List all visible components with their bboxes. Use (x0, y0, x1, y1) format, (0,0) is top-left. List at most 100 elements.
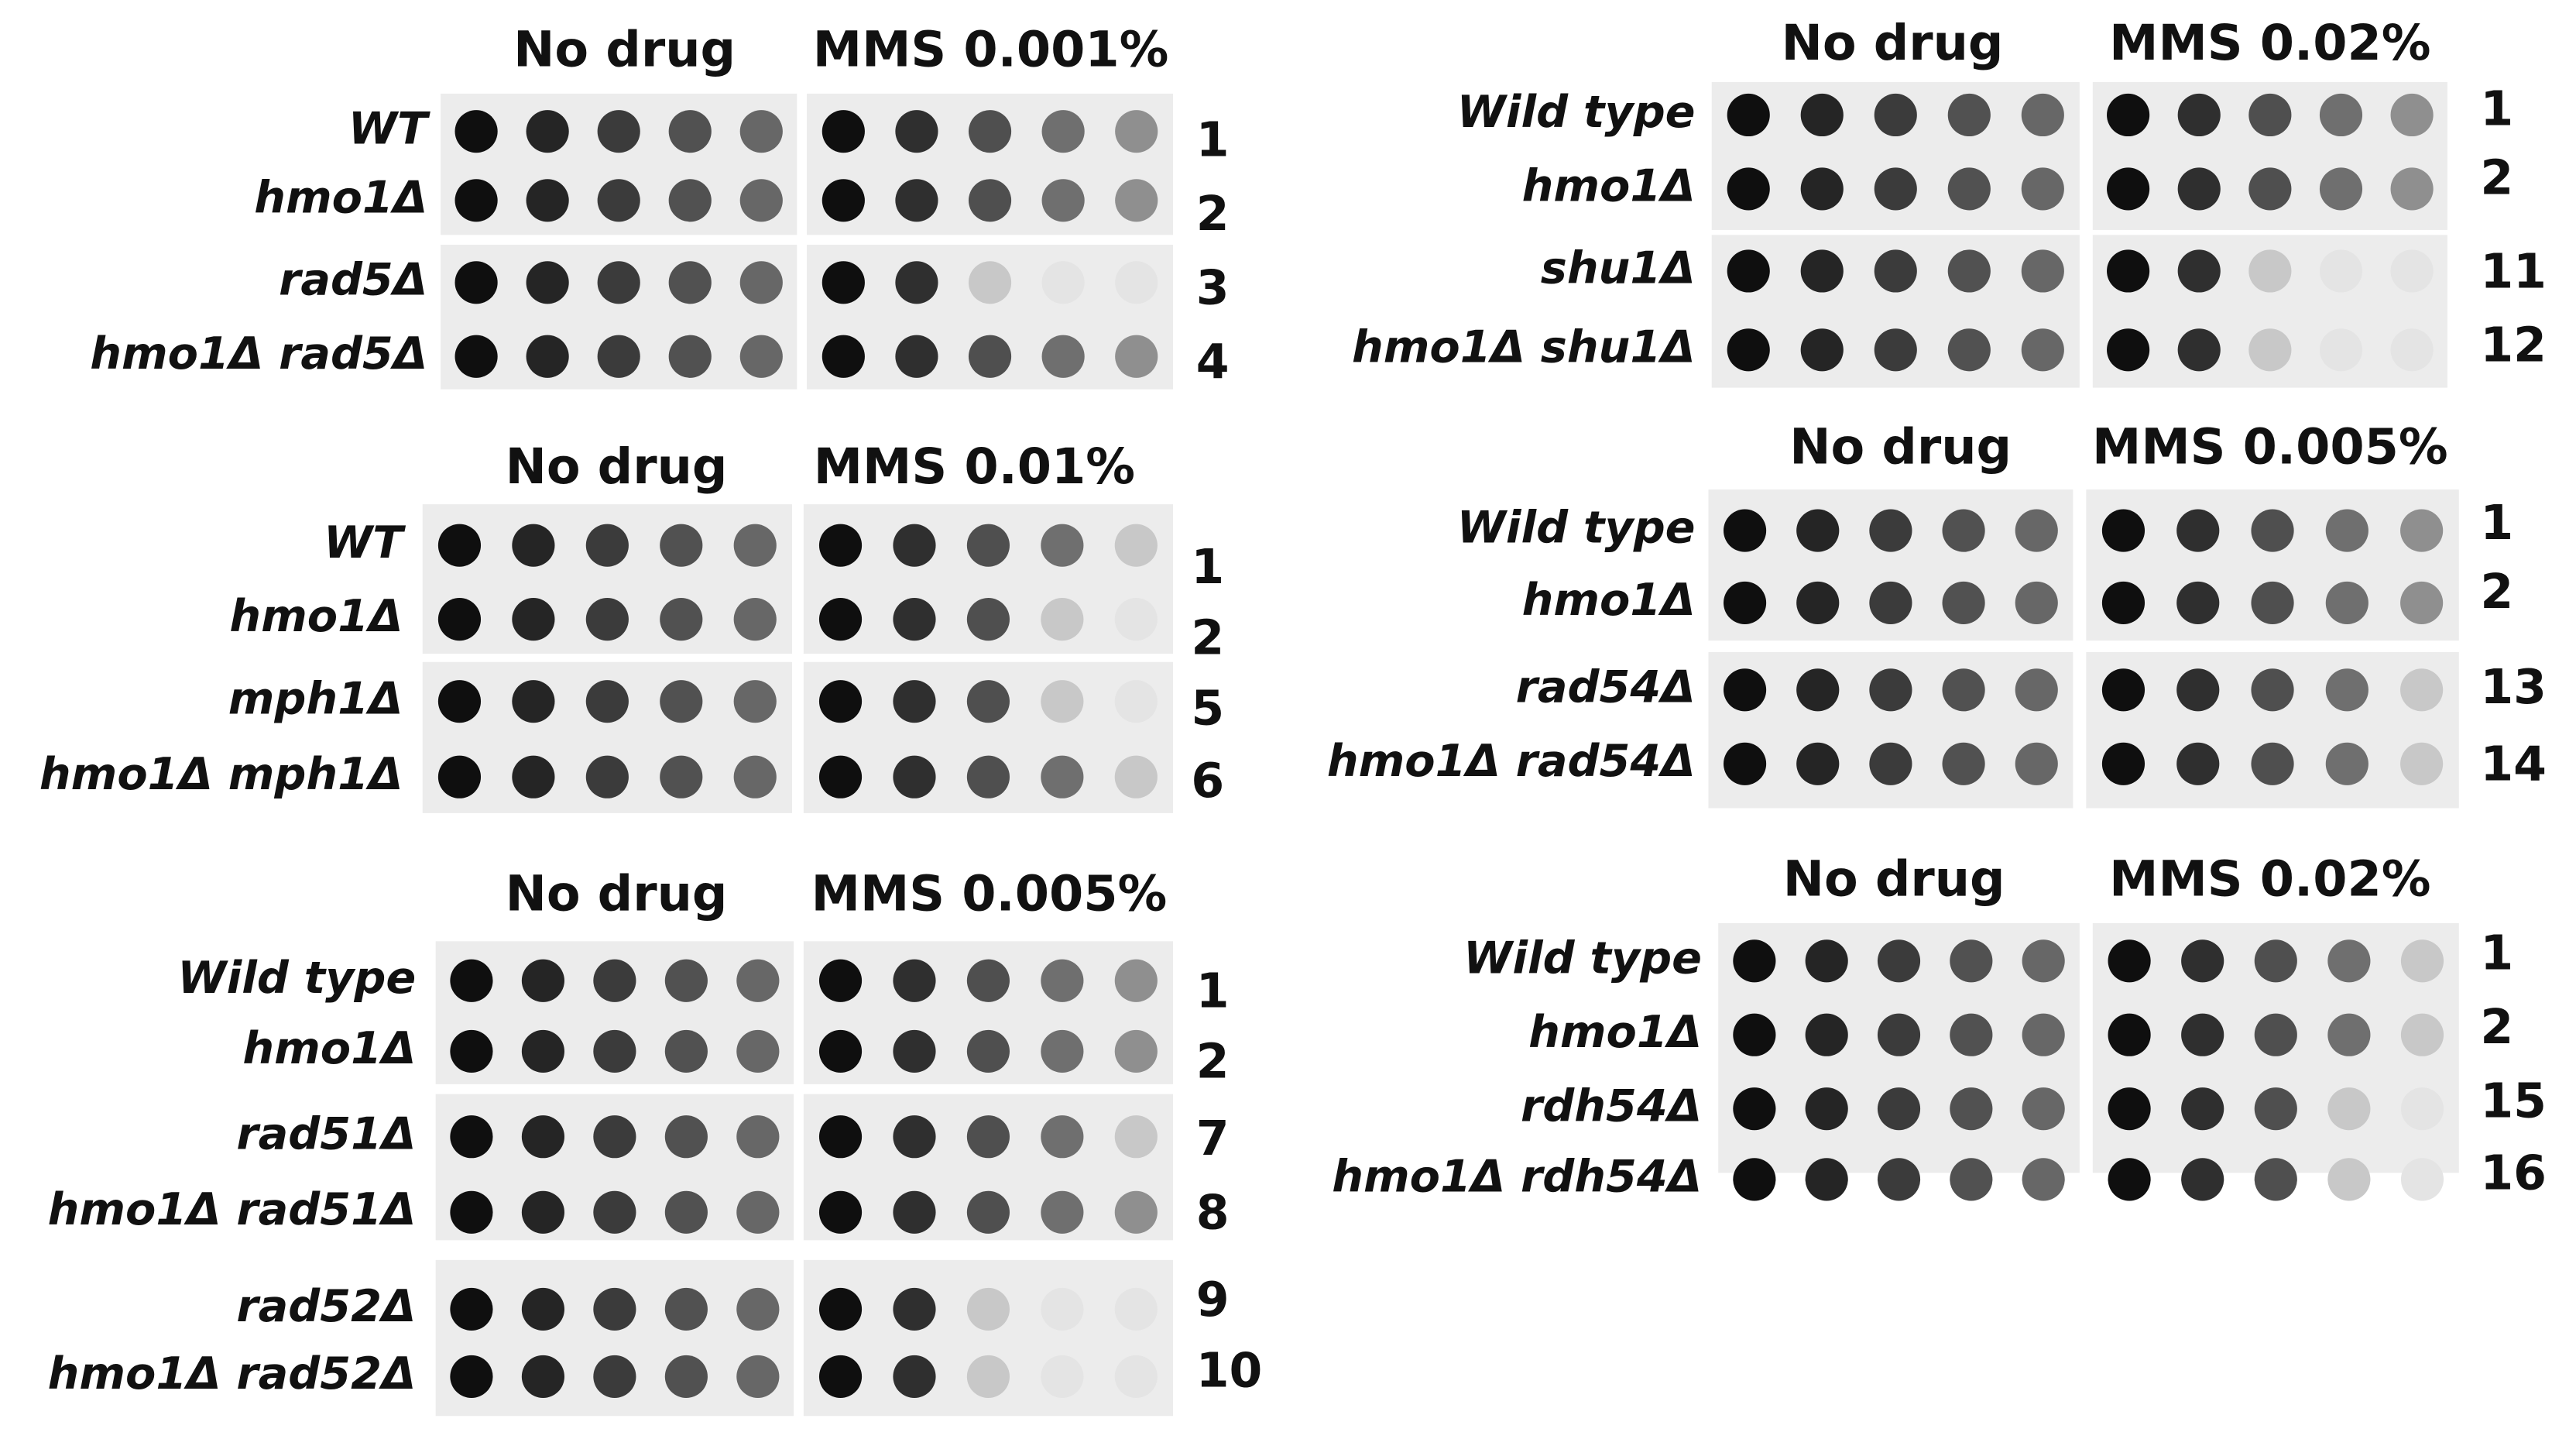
yeast-spot (1942, 742, 1985, 785)
strain-label: Wild type (1457, 502, 1696, 554)
yeast-spot (1805, 1013, 1848, 1056)
yeast-spot (736, 959, 780, 1002)
yeast-spot (521, 1029, 564, 1073)
yeast-spot (2022, 1158, 2065, 1201)
strain-number: 1 (2480, 495, 2513, 551)
yeast-spot (822, 110, 865, 153)
yeast-spot (2181, 939, 2224, 983)
yeast-spot (1869, 509, 1912, 552)
yeast-spot (2254, 1013, 2297, 1056)
yeast-spot (450, 1355, 493, 1398)
yeast-spot (2251, 509, 2294, 552)
yeast-spot (1723, 668, 1767, 712)
yeast-spot (2400, 581, 2444, 624)
yeast-spot (1115, 179, 1158, 222)
yeast-spot (2248, 328, 2292, 372)
yeast-spot (2107, 93, 2150, 137)
yeast-spot (2254, 939, 2297, 983)
yeast-spot (2327, 1013, 2371, 1056)
yeast-spot (968, 335, 1012, 378)
yeast-spot (2400, 1087, 2444, 1131)
strain-number: 16 (2480, 1145, 2547, 1201)
yeast-spot (966, 524, 1010, 567)
yeast-spot (1041, 959, 1084, 1002)
yeast-spot (1805, 939, 1848, 983)
yeast-spot (822, 179, 865, 222)
yeast-spot (1950, 1087, 1993, 1131)
yeast-spot (1942, 509, 1985, 552)
yeast-spot (2101, 668, 2146, 712)
yeast-spot (2015, 509, 2058, 552)
yeast-spot (893, 524, 936, 567)
yeast-spot (2248, 167, 2292, 211)
column-header: No drug (1782, 15, 2004, 72)
yeast-spot (1796, 509, 1840, 552)
yeast-spot (966, 680, 1010, 723)
yeast-spot (2400, 509, 2444, 552)
yeast-spot (2181, 1158, 2224, 1201)
strain-number: 15 (2480, 1073, 2547, 1128)
yeast-spot (1877, 1013, 1921, 1056)
yeast-spot (1733, 1087, 1776, 1131)
yeast-spot (822, 261, 865, 304)
yeast-spot (2319, 249, 2363, 293)
yeast-spot (966, 1287, 1010, 1331)
yeast-spot (1041, 1355, 1084, 1398)
yeast-spot (2181, 1087, 2224, 1131)
spot-panel: No drug MMS 0.005% Wild type 1 hmo1Δ 2 rad51Δ 7… (48, 866, 1262, 1417)
yeast-spot (437, 524, 482, 567)
yeast-spot (1114, 598, 1158, 641)
yeast-spot (1733, 1013, 1776, 1056)
yeast-spot (2325, 509, 2368, 552)
yeast-spot (597, 261, 640, 304)
yeast-spot (526, 110, 569, 153)
yeast-spot (2176, 581, 2220, 624)
yeast-spot (2390, 167, 2434, 211)
yeast-spot (1874, 328, 1917, 372)
yeast-spot (1114, 1287, 1158, 1331)
yeast-spot (593, 1355, 636, 1398)
yeast-spot (2021, 249, 2064, 293)
yeast-spot (1041, 524, 1084, 567)
strain-label: rad51Δ (236, 1108, 416, 1159)
yeast-spot (736, 1287, 780, 1331)
yeast-spot (733, 755, 777, 798)
yeast-spot (512, 680, 555, 723)
strain-label: rad52Δ (236, 1280, 416, 1332)
yeast-spot (450, 1029, 493, 1073)
yeast-spot (895, 179, 938, 222)
strain-number: 4 (1196, 334, 1230, 390)
yeast-spot (526, 261, 569, 304)
yeast-spot (966, 755, 1010, 798)
yeast-spot (2248, 93, 2292, 137)
yeast-spot (1877, 1158, 1921, 1201)
yeast-spot (893, 959, 936, 1002)
yeast-spot (1800, 249, 1844, 293)
yeast-spot (1041, 335, 1085, 378)
yeast-spot (2181, 1013, 2224, 1056)
yeast-spot (2021, 328, 2064, 372)
strain-label: WT (348, 102, 430, 154)
yeast-spot (818, 1115, 863, 1159)
yeast-spot (2015, 668, 2058, 712)
strain-label: rdh54Δ (1521, 1080, 1702, 1132)
yeast-spot (668, 261, 712, 304)
yeast-spot (2021, 167, 2064, 211)
strain-label: rad54Δ (1516, 661, 1696, 713)
yeast-spot (585, 598, 629, 641)
strain-number: 1 (1196, 963, 1230, 1018)
yeast-spot (597, 179, 640, 222)
yeast-spot (893, 1355, 936, 1398)
yeast-spot (1950, 1013, 1993, 1056)
yeast-spot (450, 959, 493, 1002)
yeast-spot (664, 1355, 708, 1398)
yeast-spot (733, 680, 777, 723)
yeast-spot (593, 1115, 636, 1159)
yeast-spot (2400, 1013, 2444, 1056)
yeast-spot (1115, 261, 1158, 304)
strain-number: 9 (1196, 1272, 1230, 1327)
yeast-spot (2400, 939, 2444, 983)
yeast-spot (1947, 249, 1991, 293)
strain-label: hmo1Δ rad54Δ (1327, 735, 1696, 787)
